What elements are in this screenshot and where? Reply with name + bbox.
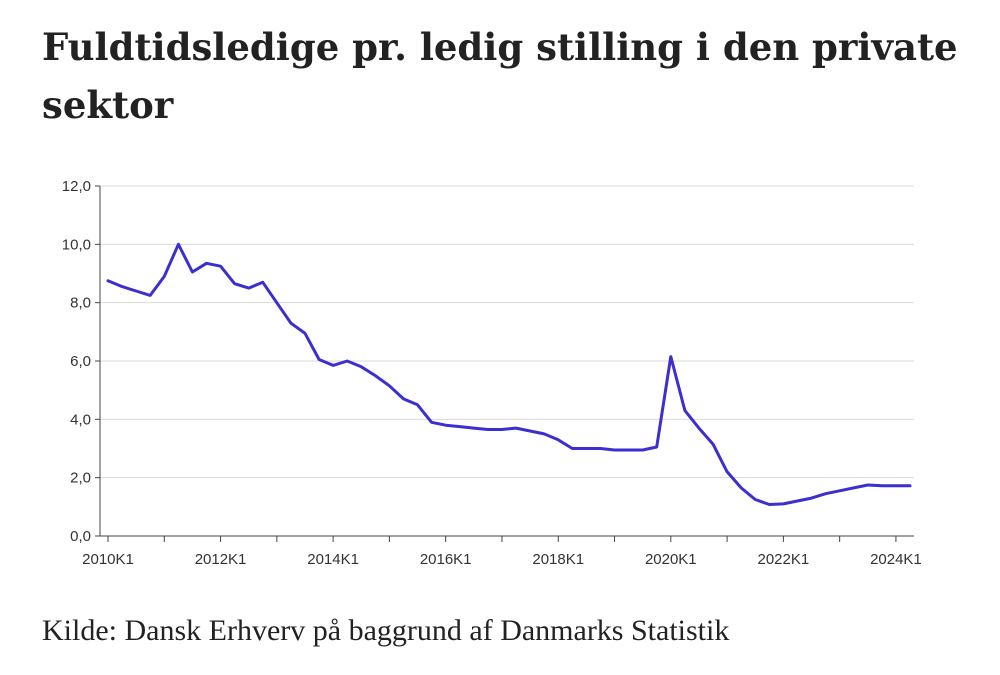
x-tick-label: 2014K1	[307, 551, 359, 568]
line-chart: 0,0 2,0 4,0 6,0 8,0 10,0 12,0 2010K1 2012K1 2014…	[62, 178, 922, 568]
series-line	[106, 242, 912, 506]
x-tick-label: 2024K1	[870, 551, 922, 568]
x-tick-label: 2016K1	[420, 551, 472, 568]
x-tick-label: 2012K1	[195, 551, 247, 568]
y-tick-label: 2,0	[70, 470, 91, 487]
y-tick-label: 10,0	[62, 236, 91, 253]
y-tick-label: 0,0	[70, 528, 91, 545]
x-tick-label: 2020K1	[645, 551, 697, 568]
y-tick-label: 12,0	[62, 178, 91, 195]
grid-lines	[100, 185, 914, 479]
x-tick-label: 2018K1	[532, 551, 584, 568]
source-note: Kilde: Dansk Erhverv på baggrund af Danm…	[42, 614, 730, 647]
x-tick-label: 2010K1	[82, 551, 134, 568]
y-tick-label: 6,0	[70, 353, 91, 370]
x-axis-ticks: 2010K1 2012K1 2014K1 2016K1 2018K1 2020K1 2022…	[82, 536, 922, 568]
y-tick-label: 4,0	[70, 411, 91, 428]
y-axis-ticks: 0,0 2,0 4,0 6,0 8,0 10,0 12,0	[62, 178, 100, 545]
series-group	[106, 242, 912, 506]
y-tick-label: 8,0	[70, 295, 91, 312]
x-tick-label: 2022K1	[758, 551, 810, 568]
chart-title: Fuldtidsledige pr. ledig stilling i den …	[42, 25, 958, 127]
